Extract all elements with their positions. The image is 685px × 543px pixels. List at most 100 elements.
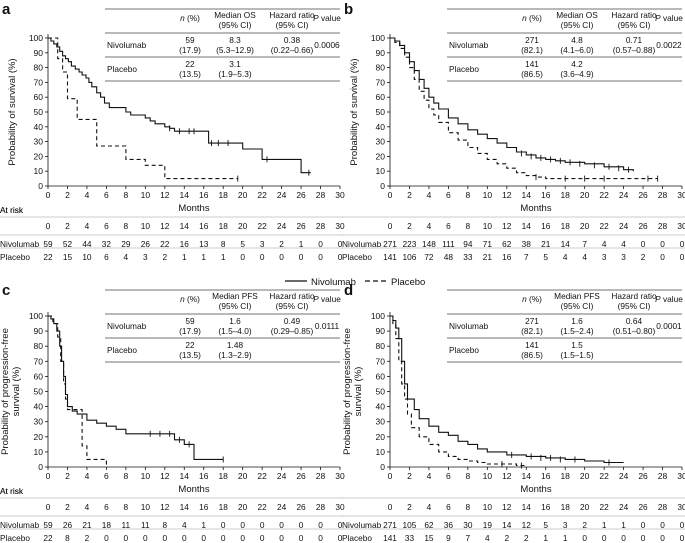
x-tick-label: 14 — [522, 190, 532, 200]
at-risk-placebo: 2 — [162, 252, 167, 262]
table-median: 4.8 — [571, 35, 583, 45]
at-risk-time: 30 — [677, 221, 685, 231]
panel-label: b — [344, 1, 353, 18]
table-n: 141 — [525, 59, 539, 69]
x-tick-label: 22 — [599, 471, 609, 481]
at-risk-time: 0 — [46, 502, 51, 512]
at-risk-nivolumab: 0 — [318, 239, 323, 249]
at-risk-nivolumab: 44 — [82, 239, 92, 249]
table-median: 4.2 — [571, 59, 583, 69]
table-pct: (86.5) — [521, 69, 543, 79]
at-risk-placebo: 0 — [182, 533, 187, 543]
table-header-median-ci: (95% CI) — [561, 301, 594, 311]
y-tick-label: 10 — [376, 447, 386, 457]
y-tick-label: 90 — [34, 48, 44, 58]
at-risk-placebo: 1 — [563, 533, 568, 543]
table-header-p-italic: P — [313, 294, 319, 304]
at-risk-time: 12 — [502, 221, 512, 231]
y-tick-label: 50 — [376, 107, 386, 117]
table-header-median-ci: (95% CI) — [219, 20, 252, 30]
table-header-hr: Hazard ratio — [611, 10, 657, 20]
at-risk-time: 24 — [619, 502, 629, 512]
at-risk-placebo: 3 — [143, 252, 148, 262]
at-risk-nivolumab: 21 — [82, 520, 92, 530]
at-risk-placebo: 0 — [260, 252, 265, 262]
at-risk-placebo: 21 — [483, 252, 493, 262]
x-tick-label: 18 — [218, 190, 228, 200]
y-tick-label: 30 — [376, 417, 386, 427]
y-tick-label: 80 — [34, 341, 44, 351]
at-risk-nivolumab: 30 — [463, 520, 473, 530]
at-risk-nivolumab: 2 — [582, 520, 587, 530]
table-header-p-rest: value — [661, 13, 684, 23]
at-risk-placebo: 48 — [444, 252, 454, 262]
at-risk-time: 28 — [658, 221, 668, 231]
at-risk-arm-nivolumab: Nivolumab — [0, 520, 40, 530]
y-tick-label: 50 — [34, 387, 44, 397]
at-risk-nivolumab: 21 — [541, 239, 551, 249]
at-risk-time: 6 — [446, 221, 451, 231]
at-risk-time: 30 — [335, 502, 345, 512]
at-risk-nivolumab: 271 — [383, 239, 397, 249]
table-median-ci: (1.5–2.4) — [560, 326, 593, 336]
at-risk-label: At risk — [0, 205, 24, 215]
x-tick-label: 30 — [335, 190, 345, 200]
y-tick-label: 20 — [376, 432, 386, 442]
x-tick-label: 30 — [677, 190, 685, 200]
table-n: 22 — [185, 340, 195, 350]
table-pct: (17.9) — [179, 45, 201, 55]
at-risk-nivolumab: 148 — [422, 239, 436, 249]
y-tick-label: 100 — [29, 311, 43, 321]
table-hr-ci: (0.51–0.80) — [613, 326, 656, 336]
y-axis-title: Probability of survival (%) — [349, 58, 360, 165]
table-median-ci: (3.6–4.9) — [560, 69, 593, 79]
y-tick-label: 50 — [34, 107, 44, 117]
x-tick-label: 14 — [522, 471, 532, 481]
x-tick-label: 2 — [407, 190, 412, 200]
at-risk-nivolumab: 22 — [160, 239, 170, 249]
table-arm-label: Placebo — [107, 64, 137, 74]
at-risk-placebo: 33 — [405, 533, 415, 543]
table-hr-ci: (0.29–0.85) — [271, 326, 314, 336]
x-tick-label: 8 — [465, 190, 470, 200]
at-risk-placebo: 0 — [660, 252, 665, 262]
at-risk-nivolumab: 32 — [102, 239, 112, 249]
x-tick-label: 26 — [296, 190, 306, 200]
x-tick-label: 4 — [427, 190, 432, 200]
at-risk-nivolumab: 5 — [543, 520, 548, 530]
at-risk-time: 2 — [65, 502, 70, 512]
x-tick-label: 14 — [180, 190, 190, 200]
table-arm-label: Placebo — [449, 345, 479, 355]
at-risk-arm-placebo: Placebo — [0, 252, 30, 262]
at-risk-nivolumab: 0 — [641, 520, 646, 530]
x-tick-label: 12 — [502, 471, 512, 481]
table-header-n-italic: n — [522, 294, 527, 304]
y-tick-label: 40 — [34, 122, 44, 132]
at-risk-arm-nivolumab: Nivolumab — [0, 239, 40, 249]
x-tick-label: 4 — [85, 471, 90, 481]
x-tick-label: 2 — [65, 190, 70, 200]
x-tick-label: 24 — [619, 471, 629, 481]
x-tick-label: 26 — [638, 471, 648, 481]
at-risk-time: 8 — [466, 221, 471, 231]
table-median: 1.48 — [227, 340, 244, 350]
y-tick-label: 40 — [376, 402, 386, 412]
at-risk-time: 22 — [600, 221, 610, 231]
km-curve-nivolumab — [390, 315, 624, 464]
at-risk-time: 12 — [160, 502, 170, 512]
at-risk-time: 26 — [296, 221, 306, 231]
panel-label: c — [2, 282, 10, 299]
y-tick-label: 20 — [34, 432, 44, 442]
at-risk-time: 22 — [600, 502, 610, 512]
x-tick-label: 8 — [123, 190, 128, 200]
table-header-p: P value — [313, 13, 341, 23]
at-risk-nivolumab: 0 — [641, 239, 646, 249]
table-header-p: P value — [313, 294, 341, 304]
at-risk-time: 28 — [316, 221, 326, 231]
y-tick-label: 90 — [376, 48, 386, 58]
at-risk-nivolumab: 38 — [522, 239, 532, 249]
at-risk-time: 8 — [124, 221, 129, 231]
at-risk-placebo: 1 — [543, 533, 548, 543]
x-tick-label: 18 — [218, 471, 228, 481]
